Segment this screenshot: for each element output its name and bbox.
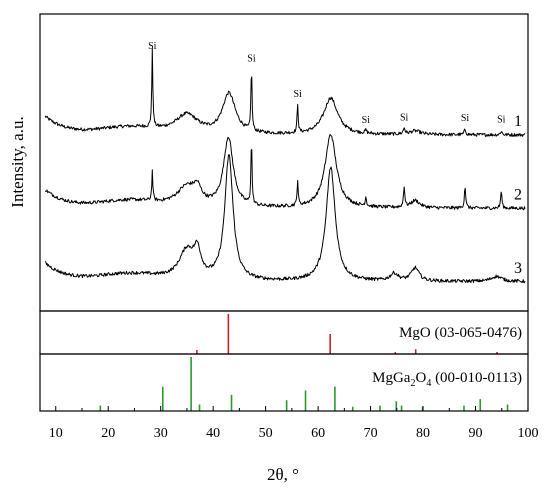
si-peak-labels: Si Si Si Si Si Si Si [148,41,506,126]
si-label-1-10: Si [497,114,506,125]
si-label-1-4: Si [293,89,302,100]
x-tick-label-40: 40 [206,426,220,441]
x-axis: 10 20 30 40 50 60 70 80 90 100 [49,406,539,441]
x-tick-label-100: 100 [518,426,539,441]
si-label-1-6: Si [362,115,371,126]
main-plot-frame [39,13,529,312]
xrd-trace-2 [44,134,526,211]
x-tick-label-50: 50 [259,426,273,441]
x-axis-label: 2θ, ° [267,465,299,484]
trace-label-2: 2 [514,187,522,204]
si-label-1-9: Si [461,113,470,124]
trace-label-3: 3 [514,260,522,277]
xrd-trace-3 [44,154,526,284]
y-axis-label: Intensity, a.u. [8,116,27,207]
mgga2o4-panel-frame [39,353,529,412]
si-label-1-7: Si [400,112,409,123]
si-label-1-0: Si [148,41,157,52]
x-tick-label-60: 60 [311,426,325,441]
si-label-1-3: Si [247,54,256,65]
trace-number-labels: 1 2 3 [514,113,522,277]
mgga2o4-reference-label: MgGa2O4 (00-010-0113) [372,370,522,389]
mgo-reference-label: MgO (03-065-0476) [399,325,522,341]
x-tick-label-80: 80 [416,426,430,441]
xrd-traces [44,47,526,284]
trace-label-1: 1 [514,113,522,130]
x-tick-label-30: 30 [154,426,168,441]
xrd-trace-1 [44,47,526,137]
x-tick-label-20: 20 [101,426,115,441]
x-tick-label-10: 10 [49,426,63,441]
x-tick-label-90: 90 [469,426,483,441]
x-tick-label-70: 70 [364,426,378,441]
